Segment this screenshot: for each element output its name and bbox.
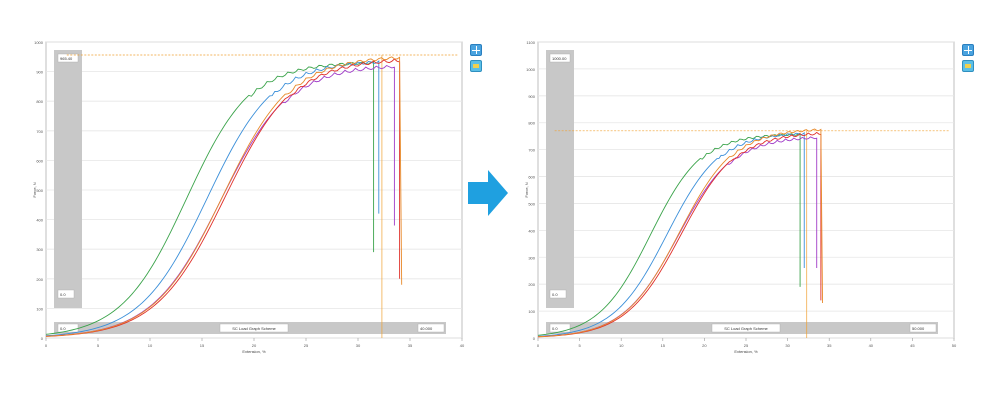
transform-arrow-icon xyxy=(468,170,508,216)
y-tick-label: 1000 xyxy=(34,40,44,45)
x-axis-label: Extension, % xyxy=(242,349,266,354)
y-tick-label: 800 xyxy=(36,99,43,104)
image-icon[interactable] xyxy=(962,60,974,72)
plot-area xyxy=(537,41,955,339)
series-line xyxy=(537,128,823,338)
y-tick-label: 700 xyxy=(36,129,43,134)
series-line xyxy=(45,60,380,337)
x-bar-title-box xyxy=(219,323,289,333)
y-tick-label: 900 xyxy=(36,70,43,75)
x-axis-label: Extension, % xyxy=(734,349,758,354)
x-min-value: 0.0 xyxy=(60,326,66,331)
y-min-box xyxy=(57,289,75,299)
x-max-box xyxy=(909,323,937,333)
y-axis-label: Force, N xyxy=(524,182,529,197)
y-axis-label: Force, N xyxy=(32,182,37,197)
y-tick-label: 200 xyxy=(36,277,43,282)
series-line xyxy=(537,131,805,337)
x-bar-title-box xyxy=(711,323,781,333)
y-tick-label: 0 xyxy=(533,336,536,341)
x-tick-label: 5 xyxy=(578,343,581,348)
x-tick-label: 25 xyxy=(304,343,309,348)
x-tick-label: 30 xyxy=(356,343,361,348)
y-max-value: 965.40 xyxy=(60,56,73,61)
x-tick-label: 15 xyxy=(661,343,666,348)
x-tick-label: 45 xyxy=(910,343,915,348)
x-tick-label: 35 xyxy=(827,343,832,348)
x-bar-title: SC Load Graph Scheme xyxy=(232,326,276,331)
x-tick-label: 15 xyxy=(200,343,205,348)
x-tick-label: 10 xyxy=(619,343,624,348)
y-range-bar xyxy=(546,50,574,308)
y-tick-label: 1100 xyxy=(526,40,535,45)
chart-svg: 0 100 200 300 400 500 600 700 800 900 1000 1100 0 5 10… xyxy=(524,40,957,354)
x-bar-title: SC Load Graph Scheme xyxy=(724,326,768,331)
series-line xyxy=(537,131,822,338)
chart-panel-before: 0 100 200 300 400 500 600 700 800 900 1000 0 5 10 15 20… xyxy=(30,40,470,360)
grid-icon[interactable] xyxy=(962,44,974,56)
x-max-value: 50.000 xyxy=(912,326,925,331)
y-tick-label: 300 xyxy=(528,255,535,260)
y-max-value: 1000.00 xyxy=(552,56,567,61)
y-tick-label: 400 xyxy=(528,228,535,233)
series-line xyxy=(45,60,375,335)
x-tick-label: 35 xyxy=(408,343,413,348)
y-range-bar xyxy=(54,50,82,308)
x-min-value: 0.0 xyxy=(552,326,558,331)
y-tick-label: 0 xyxy=(41,336,44,341)
y-min-value: 0.0 xyxy=(552,292,558,297)
x-tick-label: 50 xyxy=(952,343,957,348)
y-tick-label: 700 xyxy=(528,148,535,153)
y-tick-label: 100 xyxy=(528,309,535,314)
y-tick-label: 900 xyxy=(528,94,535,99)
x-tick-label: 40 xyxy=(460,343,465,348)
x-tick-label: 40 xyxy=(869,343,874,348)
y-tick-label: 400 xyxy=(36,218,43,223)
y-tick-label: 600 xyxy=(528,175,535,180)
chart-panel-after: 0 100 200 300 400 500 600 700 800 900 1000 1100 0 5 10… xyxy=(522,40,962,360)
x-max-box xyxy=(417,323,445,333)
x-tick-label: 20 xyxy=(702,343,707,348)
y-min-box xyxy=(549,289,567,299)
series-line xyxy=(45,56,403,337)
y-tick-label: 500 xyxy=(36,188,43,193)
y-tick-label: 800 xyxy=(528,121,535,126)
x-tick-label: 20 xyxy=(252,343,257,348)
series-line xyxy=(45,58,401,337)
x-tick-label: 0 xyxy=(537,343,540,348)
y-max-box xyxy=(57,53,79,63)
x-tick-label: 30 xyxy=(785,343,790,348)
y-min-value: 0.0 xyxy=(60,292,66,297)
y-tick-label: 200 xyxy=(528,282,535,287)
y-tick-label: 1000 xyxy=(526,67,536,72)
y-tick-label: 500 xyxy=(528,201,535,206)
x-tick-label: 5 xyxy=(97,343,100,348)
x-max-value: 40.000 xyxy=(420,326,433,331)
image-icon[interactable] xyxy=(470,60,482,72)
y-max-box xyxy=(549,53,571,63)
x-tick-label: 10 xyxy=(148,343,153,348)
y-tick-label: 600 xyxy=(36,158,43,163)
x-tick-label: 25 xyxy=(744,343,749,348)
y-tick-label: 100 xyxy=(36,306,43,311)
grid-icon[interactable] xyxy=(470,44,482,56)
x-tick-label: 0 xyxy=(45,343,48,348)
y-tick-label: 300 xyxy=(36,247,43,252)
chart-svg: 0 100 200 300 400 500 600 700 800 900 1000 0 5 10 15 20… xyxy=(32,40,465,354)
series-line xyxy=(537,132,801,336)
